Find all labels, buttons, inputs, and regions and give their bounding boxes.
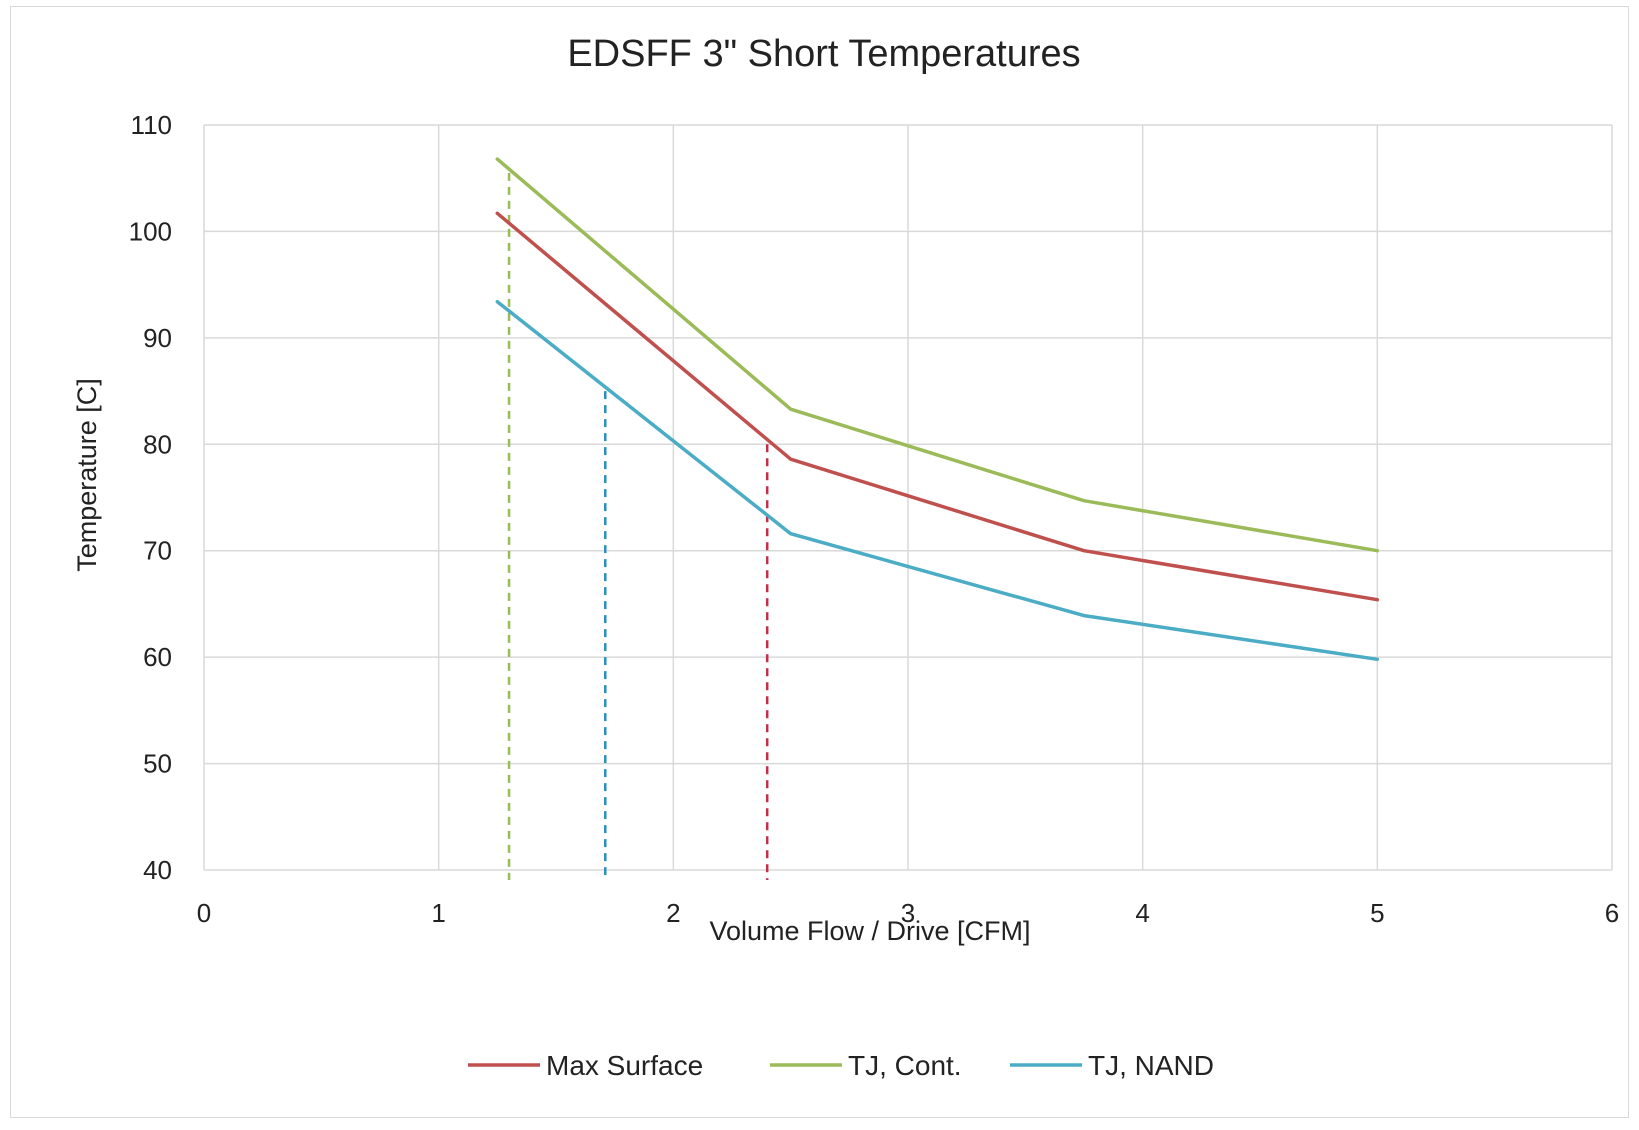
y-tick-labels: 40 50 60 70 80 90 100 110 <box>129 110 172 885</box>
x-tick-label: 3 <box>901 898 915 928</box>
y-tick-label: 40 <box>143 855 172 885</box>
legend-label: TJ, Cont. <box>848 1050 962 1081</box>
y-axis-title: Temperature [C] <box>72 378 102 572</box>
x-tick-label: 0 <box>197 898 211 928</box>
series-line-max-surface <box>495 211 1380 602</box>
legend-label: TJ, NAND <box>1088 1050 1214 1081</box>
series-line-tj-nand <box>495 299 1380 662</box>
x-tick-label: 5 <box>1370 898 1384 928</box>
chart-title: EDSFF 3" Short Temperatures <box>567 33 1080 75</box>
y-tick-label: 60 <box>143 642 172 672</box>
x-tick-label: 2 <box>666 898 680 928</box>
legend-item: Max Surface <box>468 1050 703 1081</box>
legend: Max Surface TJ, Cont. TJ, NAND <box>468 1050 1214 1081</box>
series-lines <box>495 157 1380 662</box>
gridlines <box>203 124 1613 871</box>
legend-item: TJ, NAND <box>1010 1050 1214 1081</box>
y-tick-label: 90 <box>143 323 172 353</box>
y-tick-label: 70 <box>143 536 172 566</box>
x-tick-label: 6 <box>1605 898 1619 928</box>
y-tick-label: 110 <box>131 110 172 140</box>
chart-frame <box>10 6 1629 1118</box>
x-tick-labels: 0 1 2 3 4 5 6 <box>197 898 1619 928</box>
series-line-tj-cont- <box>495 157 1380 553</box>
legend-item: TJ, Cont. <box>770 1050 962 1081</box>
y-tick-label: 50 <box>143 749 172 779</box>
legend-label: Max Surface <box>546 1050 703 1081</box>
x-tick-label: 4 <box>1135 898 1149 928</box>
x-tick-label: 1 <box>431 898 445 928</box>
y-tick-label: 80 <box>143 429 172 459</box>
x-axis-title: Volume Flow / Drive [CFM] <box>709 916 1030 946</box>
y-tick-label: 100 <box>129 216 172 246</box>
